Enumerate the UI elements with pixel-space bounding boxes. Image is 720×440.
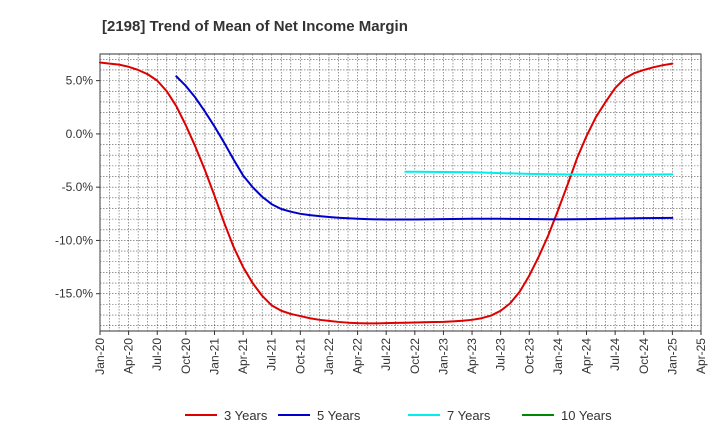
- legend-label: 10 Years: [561, 408, 612, 423]
- series-line-7-years: [404, 170, 674, 176]
- x-tick-label: Jan-25: [665, 338, 679, 375]
- x-tick-label: Oct-20: [179, 338, 193, 374]
- y-tick-label: 0.0%: [66, 127, 94, 141]
- x-tick-label: Apr-21: [236, 338, 250, 374]
- x-tick-label: Jan-23: [436, 338, 450, 375]
- x-tick-label: Jan-22: [322, 338, 336, 375]
- y-tick-label: -15.0%: [55, 287, 93, 301]
- plot-area: [99, 53, 702, 332]
- x-tick-label: Jul-22: [379, 338, 393, 371]
- x-tick-label: Apr-25: [694, 338, 708, 374]
- grid: [99, 54, 702, 331]
- series-lines: [99, 61, 674, 325]
- series-line-3-years: [99, 61, 674, 325]
- y-tick-label: -10.0%: [55, 233, 93, 247]
- legend-label: 3 Years: [224, 408, 268, 423]
- x-tick-label: Jan-24: [551, 338, 565, 375]
- y-tick-label: -5.0%: [62, 180, 94, 194]
- legend-label: 7 Years: [447, 408, 491, 423]
- x-tick-label: Apr-22: [351, 338, 365, 374]
- x-tick-label: Jul-21: [265, 338, 279, 371]
- y-tick-label: 5.0%: [66, 74, 94, 88]
- x-tick-label: Oct-23: [522, 338, 536, 374]
- x-tick-label: Oct-21: [293, 338, 307, 374]
- x-tick-label: Jan-21: [207, 338, 221, 375]
- legend: 3 Years 5 Years 7 Years 10 Years: [185, 408, 612, 423]
- x-tick-label: Oct-22: [408, 338, 422, 374]
- plot-frame: [99, 53, 702, 332]
- x-tick-label: Jul-23: [494, 338, 508, 371]
- x-tick-label: Apr-23: [465, 338, 479, 374]
- x-axis-ticks: Jan-20 Apr-20 Jul-20 Oct-20 Jan-21 Apr-21 Jul-…: [93, 331, 708, 375]
- x-tick-label: Jul-20: [150, 338, 164, 371]
- series-line-5-years: [175, 75, 674, 221]
- x-tick-label: Jan-20: [93, 338, 107, 375]
- x-tick-label: Apr-20: [122, 338, 136, 374]
- y-axis-ticks: 5.0% 0.0% -5.0% -10.0% -15.0%: [55, 74, 100, 301]
- chart-title: [2198] Trend of Mean of Net Income Margi…: [102, 18, 408, 35]
- x-tick-label: Oct-24: [637, 338, 651, 374]
- x-tick-label: Jul-24: [608, 338, 622, 371]
- x-tick-label: Apr-24: [580, 338, 594, 374]
- legend-label: 5 Years: [317, 408, 361, 423]
